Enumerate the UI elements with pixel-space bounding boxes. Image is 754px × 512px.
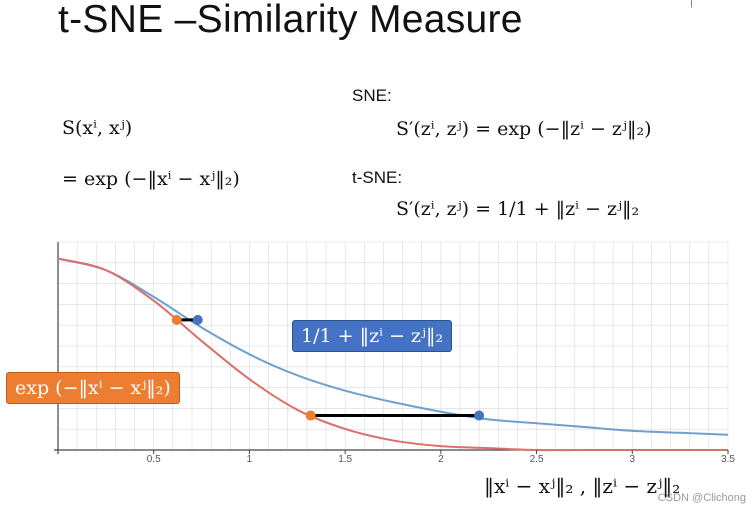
data-point: [171, 314, 182, 325]
x-tick-label: 2.5: [530, 454, 544, 465]
sne-curve: [57, 257, 728, 452]
slide-title: t-SNE –Similarity Measure: [58, 0, 523, 41]
sne-curve-callout: exp (−‖xⁱ − xʲ‖₂): [6, 372, 180, 404]
chart-grid: [58, 241, 729, 451]
data-point: [474, 410, 485, 421]
sne-label: SNE:: [352, 86, 392, 105]
chart-ticks: 0.5 1 1.5 2 2.5 3 3.5: [147, 450, 735, 465]
x-tick-label: 2: [438, 454, 444, 465]
x-tick-label: 1.5: [338, 454, 352, 465]
x-tick-label: 0.5: [147, 454, 161, 465]
data-point: [305, 410, 316, 421]
x-tick-label: 1: [247, 454, 253, 465]
x-tick-label: 3: [630, 454, 636, 465]
corner-mark: |: [690, 0, 693, 8]
chart-points: [171, 314, 485, 421]
tsne-formula: S′(zⁱ, zʲ) = 1/1 + ‖zⁱ − zʲ‖₂: [396, 198, 640, 220]
x-tick-label: 3.5: [721, 454, 735, 465]
similarity-lhs: S(xⁱ, xʲ): [62, 117, 133, 139]
similarity-rhs: = exp (−‖xⁱ − xʲ‖₂): [62, 168, 240, 190]
sne-formula: S′(zⁱ, zʲ) = exp (−‖zⁱ − zʲ‖₂): [396, 118, 652, 140]
tsne-curve-callout: 1/1 + ‖zⁱ − zʲ‖₂: [292, 320, 453, 352]
x-axis-caption: ‖xⁱ − xʲ‖₂ , ‖zⁱ − zʲ‖₂: [484, 474, 681, 498]
watermark: CSDN @Clichong: [657, 492, 746, 504]
tsne-label: t-SNE:: [352, 168, 403, 187]
data-point: [192, 314, 203, 325]
tsne-curve: [57, 257, 729, 436]
chart-curves: [57, 257, 729, 452]
